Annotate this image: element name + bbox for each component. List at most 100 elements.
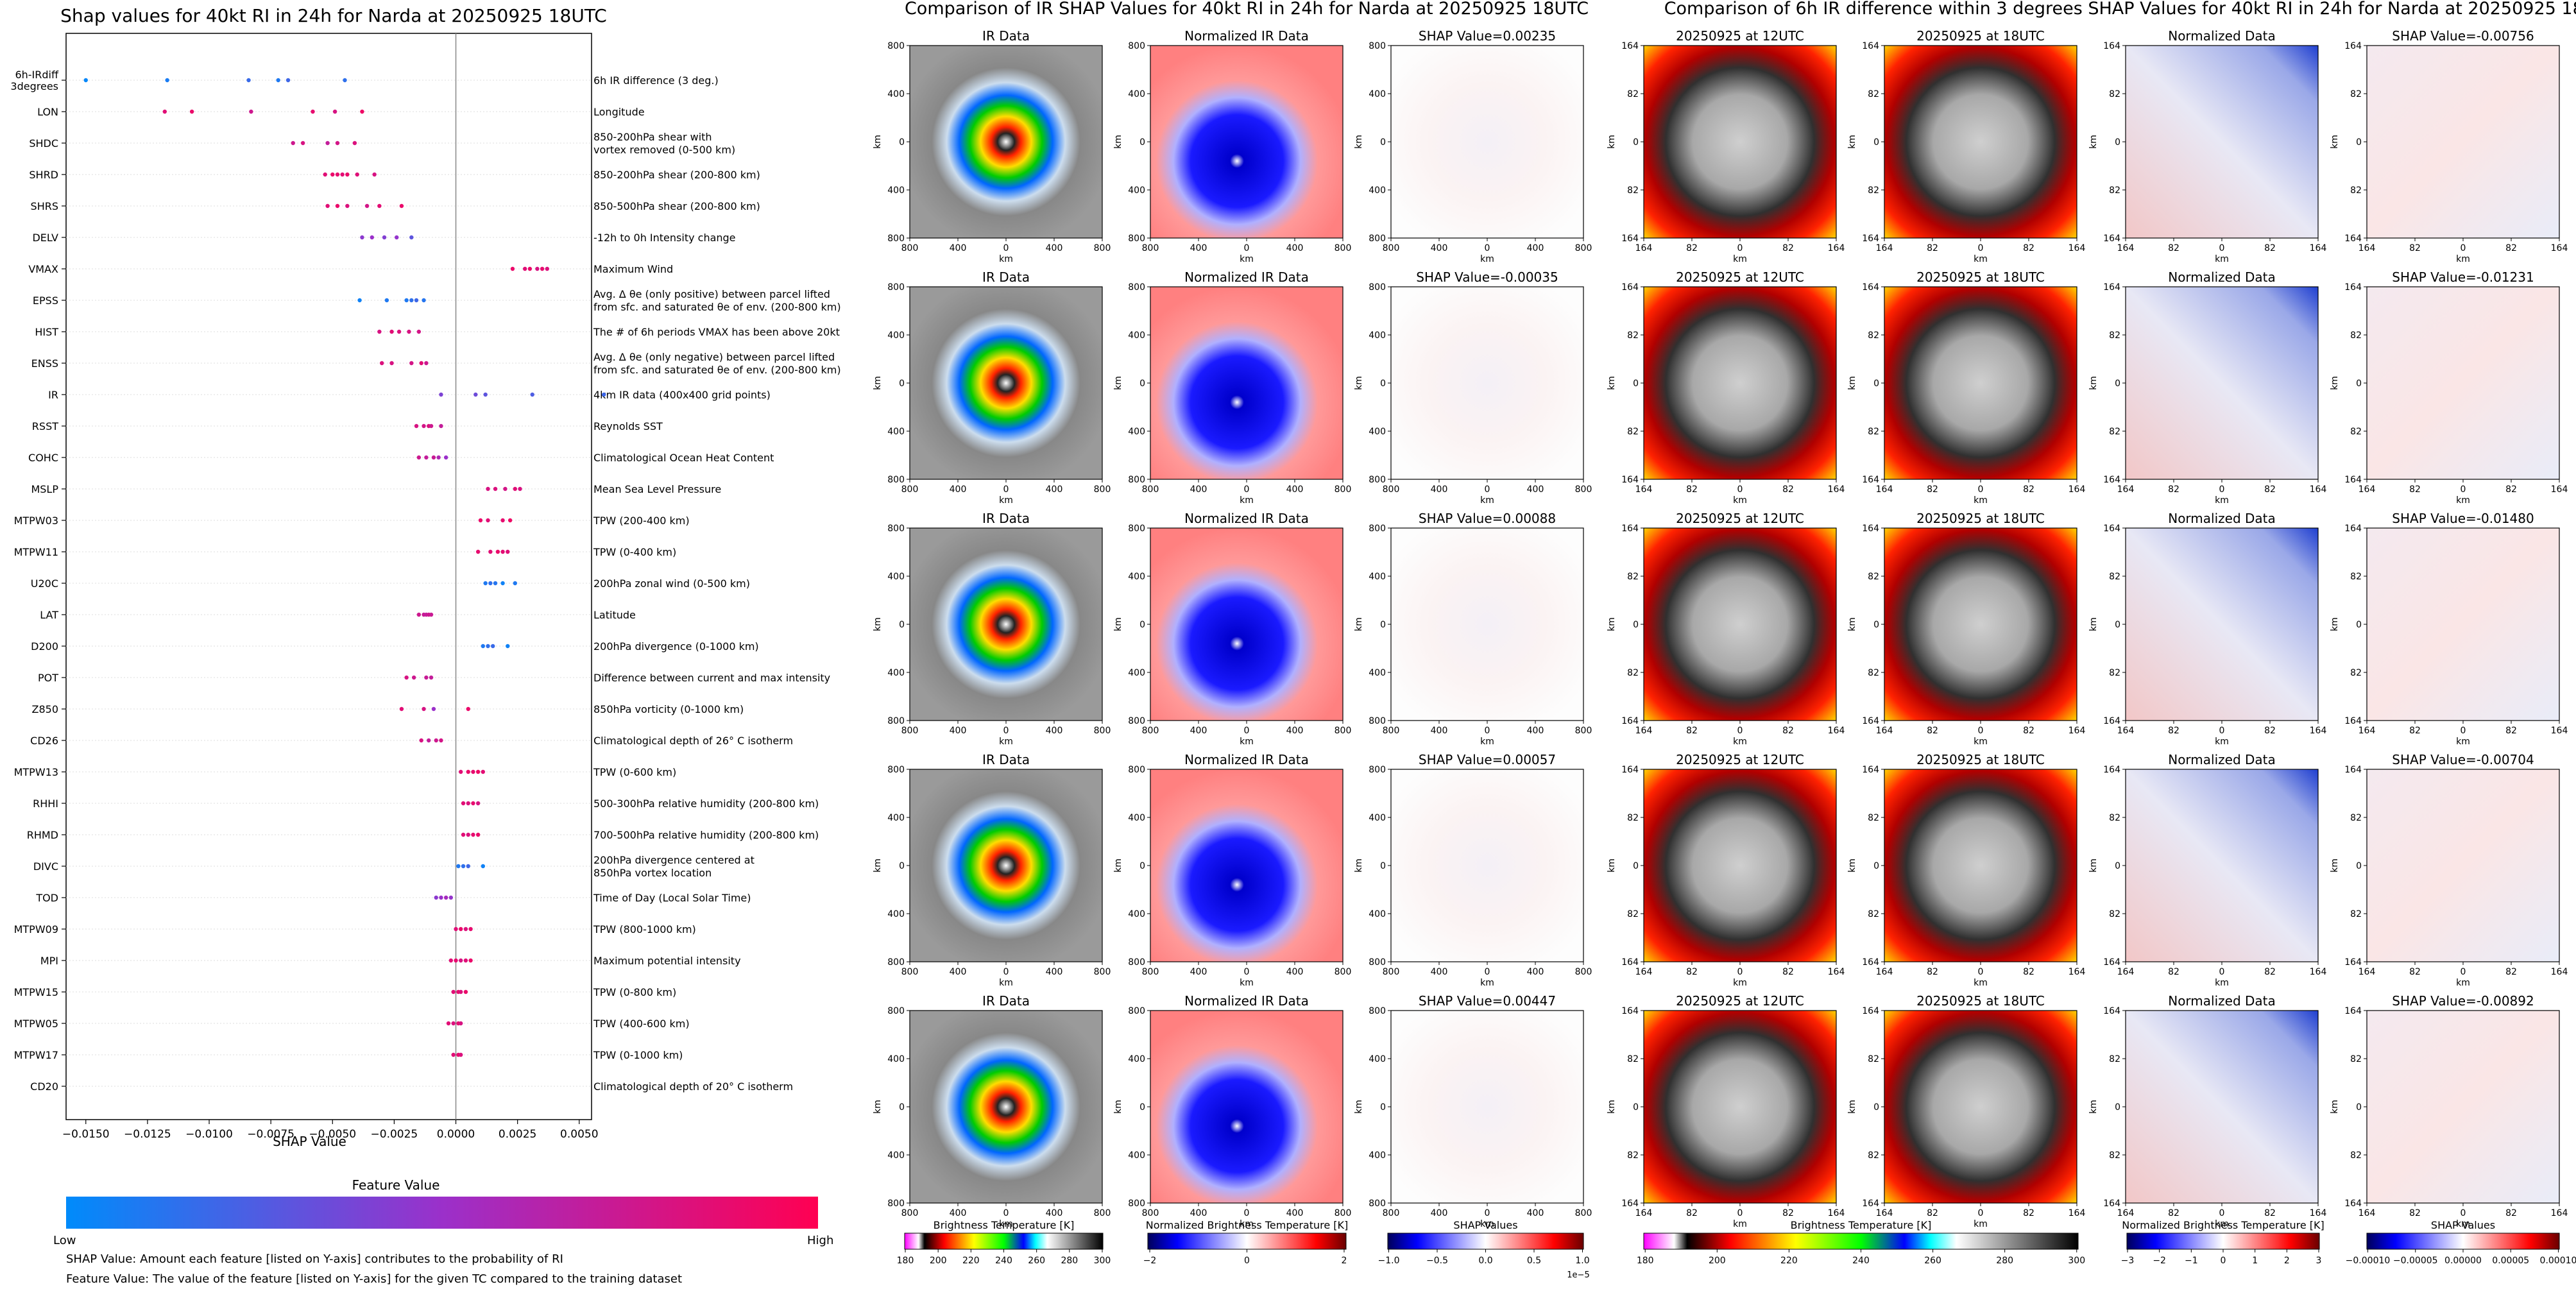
x-tick-label: 164 [1876,726,1893,736]
y-tick-label: 800 [887,475,905,485]
x-axis-label: km [1733,495,1747,506]
shap-point [506,644,510,649]
y-tick-label: 400 [1369,813,1386,823]
shap-point [311,109,315,114]
x-tick-label: 800 [1142,726,1159,736]
shap-point [434,895,438,900]
y-axis-label: km [1113,617,1123,631]
colorbar-tick-label: 0 [2221,1256,2226,1266]
y-tick-label: 0 [899,137,905,148]
y-tick-label: 164 [1862,1006,1879,1016]
x-axis-label: km [2215,254,2229,264]
x-axis-label: km [2215,737,2229,747]
x-tick-label: 400 [1190,484,1207,495]
x-axis-label: km [1240,978,1254,988]
x-tick-label: 82 [2168,484,2179,495]
shap-point [360,235,364,240]
x-tick-label: 0 [1978,243,1984,253]
colorbar-tick-label: 240 [995,1256,1012,1266]
y-tick-label: 82 [1868,330,1879,341]
shap-point [439,423,443,429]
feature-code: LAT [40,609,58,621]
y-tick-label: 82 [1868,813,1879,823]
x-tick-label: 0 [1485,1208,1490,1218]
feature-description: TPW (0-400 km) [593,546,676,558]
subplot-image [2126,46,2318,238]
x-tick-label: 400 [1527,967,1544,977]
shap-point [443,895,448,900]
y-axis-label: km [873,135,883,149]
shap-point [249,109,253,114]
subplot-image [1150,769,1343,962]
shap-point [411,675,416,680]
y-tick-label: 0 [2115,379,2120,389]
y-tick-label: 0 [1380,620,1386,630]
colorbar-bar [1387,1233,1584,1250]
feature-code: ENSS [31,357,58,370]
y-axis-label: km [1847,376,1857,390]
y-tick-label: 0 [1380,379,1386,389]
x-axis-label: km [1974,1219,1988,1229]
y-tick-label: 0 [1633,137,1639,148]
x-tick-label: 400 [1431,243,1448,253]
subplot-image [1884,287,2077,479]
subplot-image [910,1011,1102,1203]
x-tick-label: 164 [2310,484,2327,495]
y-tick-label: 164 [1621,1199,1639,1209]
y-tick-label: 400 [887,185,905,196]
colorbar-tick-label: 1 [2252,1256,2258,1266]
feature-code: HIST [35,326,58,338]
colorbar-tick-label: 200 [930,1256,947,1266]
x-tick-label: 0 [2461,967,2466,977]
subplot-image [1391,528,1583,721]
subplot-image [2126,1011,2318,1203]
colorbar-tick-label: 2 [1342,1256,1347,1266]
x-tick-label: 82 [1782,967,1794,977]
y-tick-label: 164 [2103,765,2120,775]
x-tick-label: 164 [2310,726,2327,736]
shap-point [488,549,493,554]
shap-point [471,801,475,806]
feature-code: POT [38,672,58,684]
x-axis-label: km [2456,978,2470,988]
colorbar-tick-label: −0.00005 [2393,1256,2438,1266]
shap-point [162,109,167,114]
x-tick-label: 0 [2219,1208,2225,1218]
x-tick-label: 164 [2068,484,2086,495]
x-axis-label: km [1733,978,1747,988]
x-tick-label: 400 [950,726,967,736]
shap-point [340,172,345,177]
x-tick-label: 164 [1635,1208,1653,1218]
subplot-title: 20250925 at 12UTC [1676,993,1804,1009]
x-axis-label: km [1733,737,1747,747]
colorbar-tick-label: −0.00010 [2346,1256,2391,1266]
x-tick-label: 400 [1190,243,1207,253]
y-tick-label: 800 [887,282,905,293]
y-tick-label: 164 [2344,1006,2362,1016]
y-tick-label: 164 [2344,524,2362,534]
x-axis-label: km [1480,254,1494,264]
subplot-image [1391,46,1583,238]
y-tick-label: 82 [2350,668,2362,678]
y-tick-label: 164 [1862,765,1879,775]
x-tick-label: 82 [2505,1208,2517,1218]
x-tick-label: 0 [2219,243,2225,253]
shap-point [522,266,527,271]
y-tick-label: 800 [1369,1199,1386,1209]
y-tick-label: 0 [2356,620,2362,630]
feature-description: 500-300hPa relative humidity (200-800 km… [593,798,819,810]
y-tick-label: 800 [1369,765,1386,775]
y-tick-label: 164 [1862,524,1879,534]
subplot-title: Normalized Data [2168,752,2276,767]
y-tick-label: 82 [1627,668,1639,678]
y-tick-label: 164 [2344,475,2362,485]
x-tick-label: 0 [1244,967,1250,977]
shap-point [416,612,422,617]
y-tick-label: 82 [2109,813,2120,823]
